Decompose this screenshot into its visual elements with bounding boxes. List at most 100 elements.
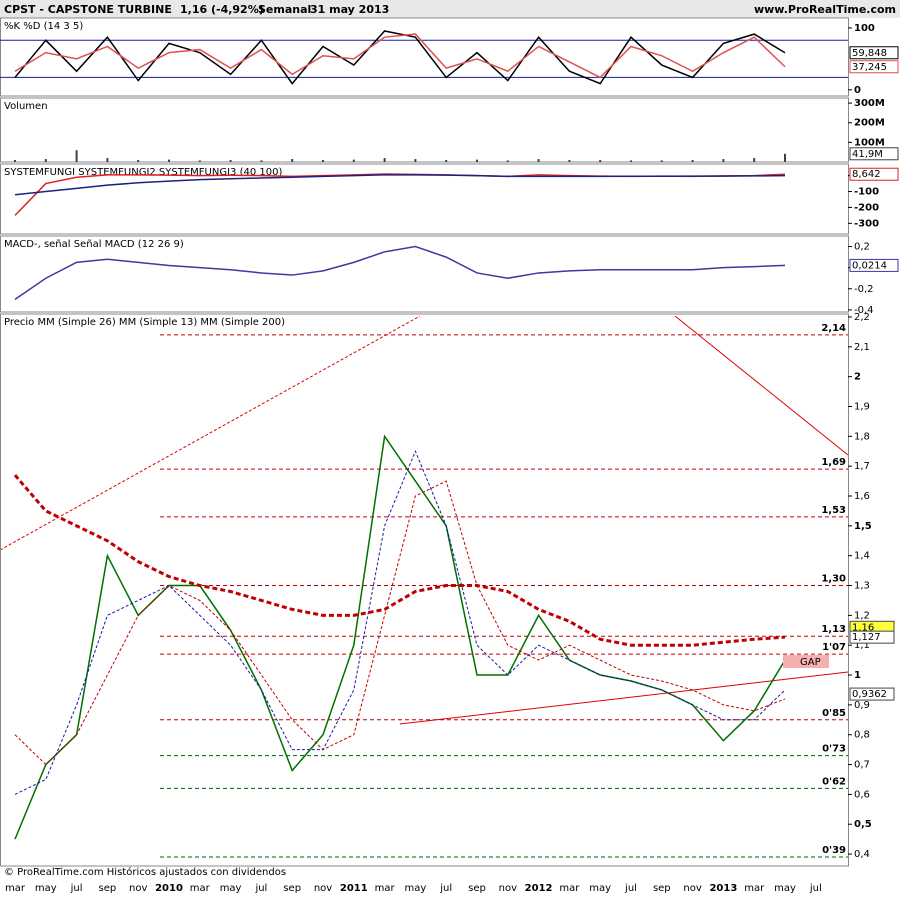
y-tick-label: -300 [854, 218, 879, 229]
volume-bar [599, 160, 602, 162]
x-tick-label: may [405, 883, 427, 894]
volume-bar [660, 160, 663, 162]
y-tick-label: 1,3 [854, 581, 870, 592]
volume-bar [568, 160, 571, 162]
series-line [14, 434, 786, 840]
x-tick-label: mar [5, 883, 26, 894]
x-tick-label: mar [744, 883, 765, 894]
level-label: 2,14 [821, 323, 846, 334]
y-tick-label: -100 [854, 187, 879, 198]
x-tick-label: mar [375, 883, 396, 894]
x-tick-label: jul [254, 883, 267, 894]
y-tick-label: 1,1 [854, 640, 870, 651]
value-label: 0,0214 [852, 260, 887, 271]
volume-bar [383, 158, 386, 162]
level-label: 0'39 [822, 845, 846, 856]
x-tick-label: 2013 [709, 883, 737, 894]
annotation: GAP [800, 657, 821, 668]
x-tick-label: sep [653, 883, 671, 894]
series-line [14, 480, 786, 766]
level-label: 1,53 [821, 505, 846, 516]
volume-bar [75, 150, 78, 162]
level-label: 0'73 [822, 744, 846, 755]
volume-bar [506, 160, 509, 162]
x-tick-label: sep [283, 883, 301, 894]
volume-bar [352, 159, 355, 162]
panel-frame [0, 17, 849, 97]
x-tick-label: 2012 [525, 883, 553, 894]
y-tick-label: 100 [854, 23, 875, 34]
y-tick-label: 0,8 [854, 730, 870, 741]
trend-line [0, 315, 421, 551]
price: 1,16 (-4,92%) [180, 3, 264, 16]
y-tick-label: 0,5 [854, 819, 872, 830]
value-box [849, 147, 899, 161]
last-value-box [849, 630, 895, 644]
period: Semanal [258, 3, 311, 16]
level-label: 0'85 [822, 708, 846, 719]
last-value-box [849, 687, 895, 701]
x-tick-label: sep [468, 883, 486, 894]
volume-bar [322, 160, 324, 162]
level-label: 0'62 [822, 776, 846, 787]
y-tick-label: 200M [854, 118, 885, 129]
y-tick-label: 0,4 [854, 849, 870, 860]
volume-bar [691, 160, 694, 162]
site: www.ProRealTime.com [754, 3, 896, 16]
y-tick-label: -0,4 [854, 305, 874, 316]
y-tick-label: 2,1 [854, 342, 870, 353]
x-tick-label: 2011 [340, 883, 368, 894]
trend-line [674, 315, 849, 456]
x-tick-label: jul [809, 883, 822, 894]
last-value-label: 1,127 [852, 632, 881, 643]
x-tick-label: nov [314, 883, 332, 894]
date: 31 may 2013 [310, 3, 389, 16]
volume-bar [44, 159, 47, 162]
x-tick-label: sep [99, 883, 117, 894]
x-tick-label: nov [499, 883, 517, 894]
value-label: 37,245 [852, 62, 887, 73]
volume-bar [14, 160, 16, 162]
last-value-label: 1,16 [852, 622, 874, 633]
y-tick-label: 2,2 [854, 312, 870, 323]
panel-title: SYSTEMFUNGI SYSTEMFUNGI2 SYSTEMFUNGI3 (4… [4, 167, 282, 178]
y-tick-label: 0,6 [854, 789, 870, 800]
series-line [14, 245, 786, 300]
value-box [849, 46, 899, 60]
footer: © ProRealTime.com Históricos ajustados c… [4, 866, 286, 878]
y-tick-label: -200 [854, 202, 879, 213]
series-line [14, 449, 786, 795]
value-label: 41,9M [852, 149, 883, 160]
panel-title: MACD-, señal Señal MACD (12 26 9) [4, 239, 184, 250]
panel-frame [0, 97, 849, 163]
value-label: 59,848 [852, 48, 887, 59]
series-line [14, 174, 786, 196]
volume-bar [168, 159, 170, 162]
series-line [14, 33, 786, 79]
volume-bar [198, 160, 201, 162]
y-tick-label: 1,5 [854, 521, 872, 532]
y-tick-label: 0 [854, 85, 861, 96]
x-tick-label: mar [559, 883, 580, 894]
level-label: 1,30 [821, 574, 846, 585]
gap-box [783, 655, 829, 668]
volume-bar [260, 160, 263, 162]
y-tick-label: 2 [854, 372, 861, 383]
y-tick-label: 1,7 [854, 461, 870, 472]
y-tick-label: 1,2 [854, 610, 870, 621]
panel-title: %K %D (14 3 5) [4, 21, 83, 32]
level-label: 1'07 [822, 642, 846, 653]
panel-frame [0, 235, 849, 313]
y-tick-label: 1,6 [854, 491, 870, 502]
volume-bar [722, 159, 725, 162]
volume-bar [291, 159, 294, 162]
x-tick-label: jul [70, 883, 83, 894]
panel-frame [0, 313, 849, 867]
x-tick-label: nov [129, 883, 147, 894]
x-tick-label: jul [439, 883, 452, 894]
y-tick-label: 1,4 [854, 551, 870, 562]
x-tick-label: may [35, 883, 57, 894]
y-tick-label: 300M [854, 98, 885, 109]
y-tick-label: 1,8 [854, 431, 870, 442]
value-box [849, 60, 899, 74]
